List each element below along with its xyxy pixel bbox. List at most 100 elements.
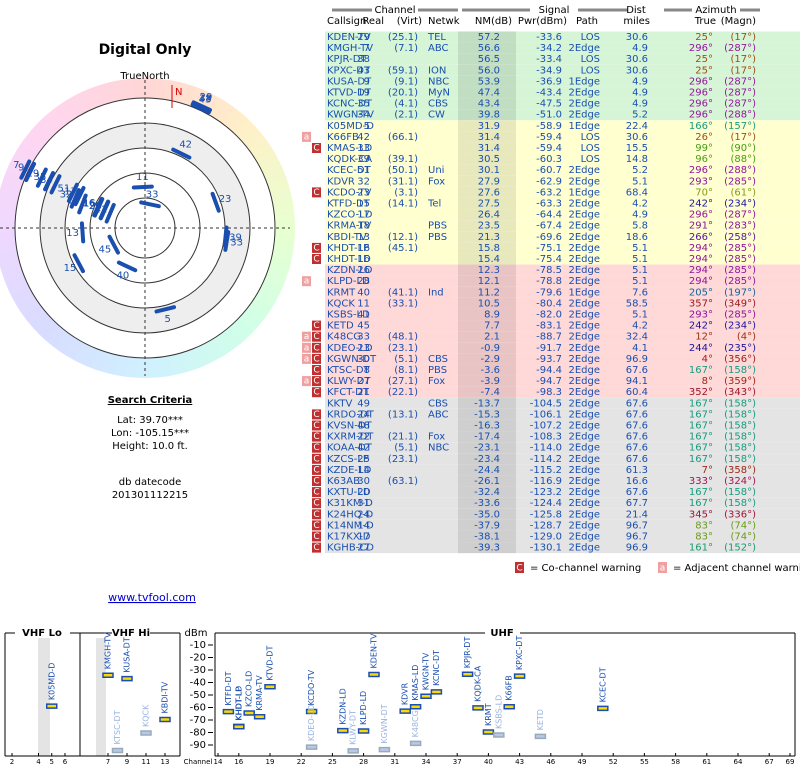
cell-dist: 96.7 bbox=[626, 520, 648, 531]
cell-true: 167° bbox=[689, 421, 713, 432]
cell-true: 167° bbox=[689, 487, 713, 498]
db-label: db datecode bbox=[119, 477, 182, 488]
x-tick-label: 34 bbox=[422, 758, 431, 766]
cell-pwr: -79.6 bbox=[536, 287, 562, 298]
cell-callsign: KPXC-DT bbox=[327, 65, 371, 76]
warning-label: C bbox=[313, 521, 319, 531]
cell-callsign: KUSA-DT bbox=[327, 76, 372, 87]
cell-virt: (2.1) bbox=[394, 110, 418, 121]
cell-callsign: KGWN-DT bbox=[327, 354, 377, 365]
warning-label: C bbox=[313, 321, 319, 331]
cell-true: 242° bbox=[689, 199, 713, 210]
y-tick-label: -70 bbox=[190, 715, 206, 726]
nm-column-shade bbox=[458, 197, 516, 210]
cell-dist: 4.9 bbox=[632, 99, 648, 110]
x-tick-label: 69 bbox=[786, 758, 795, 766]
cell-virt: (12.1) bbox=[388, 232, 418, 243]
cell-true: 296° bbox=[689, 88, 713, 99]
cell-true: 161° bbox=[689, 543, 713, 554]
station-level bbox=[305, 744, 318, 750]
cell-dist: 5.2 bbox=[632, 165, 648, 176]
search-height: Height: 10.0 ft. bbox=[112, 441, 188, 452]
cell-path: 2Edge bbox=[568, 498, 600, 509]
cell-magn: (88°) bbox=[730, 154, 756, 165]
cell-pwr: -59.4 bbox=[536, 132, 562, 143]
cell-dist: 5.8 bbox=[632, 221, 648, 232]
cell-pwr: -60.7 bbox=[536, 165, 562, 176]
station-level bbox=[409, 740, 422, 747]
cell-path: 2Edge bbox=[568, 210, 600, 221]
station-channel: 33 bbox=[146, 190, 159, 201]
cell-callsign: KFCT-DT bbox=[327, 387, 370, 398]
row-background bbox=[325, 231, 800, 243]
station-level bbox=[482, 729, 495, 735]
cell-path: 2Edge bbox=[568, 254, 600, 265]
cell-pwr: -104.5 bbox=[530, 398, 562, 409]
station-channel: 18 bbox=[67, 195, 80, 206]
cell-path: LOS bbox=[581, 143, 600, 154]
x-tick-label: 64 bbox=[734, 758, 743, 766]
cell-callsign: KZCO-LD bbox=[327, 210, 373, 221]
warning-box bbox=[312, 487, 321, 498]
cell-callsign: K17KX-D bbox=[327, 532, 371, 543]
nm-column-shade bbox=[458, 31, 516, 43]
cell-nm: 31.4 bbox=[478, 132, 500, 143]
search-heading: Search Criteria bbox=[108, 395, 193, 406]
cell-dist: 18.6 bbox=[626, 232, 648, 243]
cell-path: 2Edge bbox=[568, 387, 600, 398]
cell-pwr: -33.6 bbox=[536, 32, 562, 43]
cell-dist: 96.9 bbox=[626, 354, 648, 365]
cell-virt: (21.1) bbox=[388, 432, 418, 443]
warning-box bbox=[312, 531, 321, 542]
station-channel: 17 bbox=[64, 187, 77, 198]
station-callsign: KDVR bbox=[401, 682, 410, 705]
cell-dist: 22.4 bbox=[626, 121, 648, 132]
cell-nm: -13.7 bbox=[474, 398, 500, 409]
cell-callsign: KCDO-TV bbox=[327, 187, 372, 198]
cell-nm: -0.9 bbox=[480, 343, 500, 354]
cell-callsign: K66FB bbox=[327, 132, 359, 143]
row-background bbox=[325, 542, 800, 554]
nm-column-shade bbox=[458, 220, 516, 232]
station-channel: 29 bbox=[200, 92, 213, 103]
cell-path: 2Edge bbox=[568, 276, 600, 287]
warning-box bbox=[302, 376, 311, 387]
cell-virt: (23.1) bbox=[388, 343, 418, 354]
nm-column-shade bbox=[458, 286, 516, 298]
row-background bbox=[325, 153, 800, 165]
site-link[interactable]: www.tvfool.com bbox=[108, 591, 196, 604]
cell-magn: (158°) bbox=[724, 421, 756, 432]
cell-nm: 56.0 bbox=[478, 65, 500, 76]
warning-box bbox=[312, 320, 321, 331]
x-tick-label: 46 bbox=[546, 758, 555, 766]
nm-column-shade bbox=[458, 453, 516, 465]
row-background bbox=[325, 131, 800, 143]
cell-netwk: NBC bbox=[428, 76, 449, 87]
cell-callsign: KTSC-DT bbox=[327, 365, 371, 376]
warning-label: a bbox=[304, 277, 310, 287]
station-channel: 28 bbox=[89, 201, 102, 212]
cell-dist: 4.9 bbox=[632, 210, 648, 221]
y-tick-label: -60 bbox=[190, 703, 206, 714]
station-level bbox=[409, 704, 422, 710]
cell-magn: (283°) bbox=[724, 221, 756, 232]
cell-true: 242° bbox=[689, 321, 713, 332]
station-callsign: KBDI-TV bbox=[161, 681, 170, 713]
cell-real: 26 bbox=[357, 265, 370, 276]
row-background bbox=[325, 530, 800, 543]
cell-magn: (258°) bbox=[724, 232, 756, 243]
cell-dist: 67.6 bbox=[626, 365, 648, 376]
station-callsign: KMAS-LD bbox=[411, 665, 420, 701]
warning-label: C bbox=[313, 366, 319, 376]
cell-path: 2Edge bbox=[568, 532, 600, 543]
warning-label: C bbox=[313, 532, 319, 542]
station-level bbox=[503, 704, 515, 710]
header-real: Real bbox=[362, 16, 384, 27]
nm-column-shade bbox=[458, 342, 516, 354]
cell-true: 167° bbox=[689, 498, 713, 509]
cell-real: 29 bbox=[357, 32, 370, 43]
cell-virt: (7.1) bbox=[394, 43, 418, 54]
cell-callsign: KBDI-TV bbox=[327, 232, 367, 243]
station-level bbox=[461, 671, 474, 677]
station-channel: 35 bbox=[34, 172, 47, 183]
